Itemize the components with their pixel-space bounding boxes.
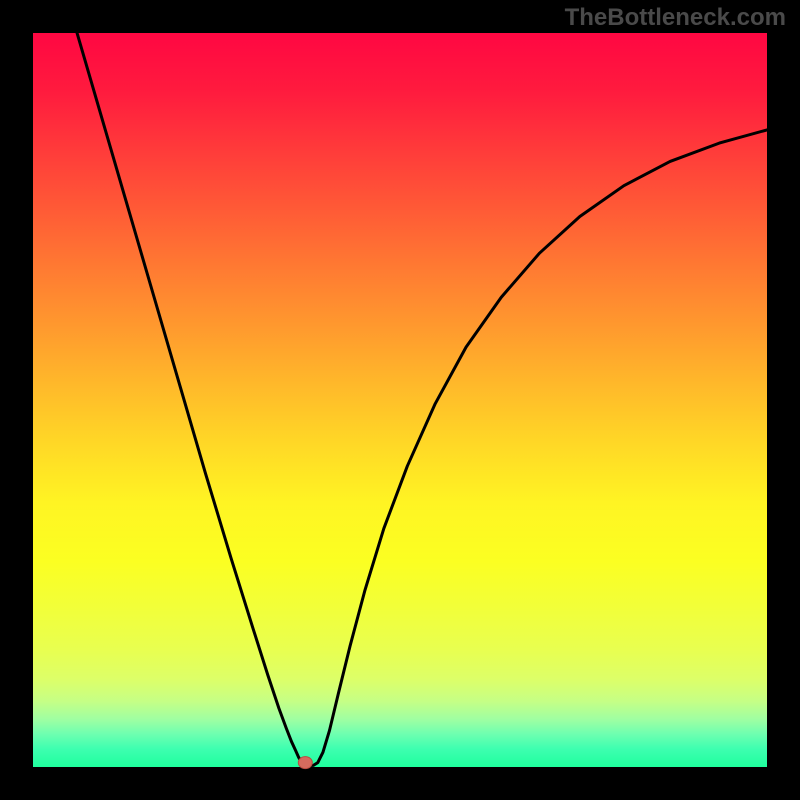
optimal-point-marker xyxy=(298,757,312,769)
plot-background xyxy=(33,33,767,767)
watermark-text: TheBottleneck.com xyxy=(565,4,786,32)
plot-svg xyxy=(0,0,800,800)
